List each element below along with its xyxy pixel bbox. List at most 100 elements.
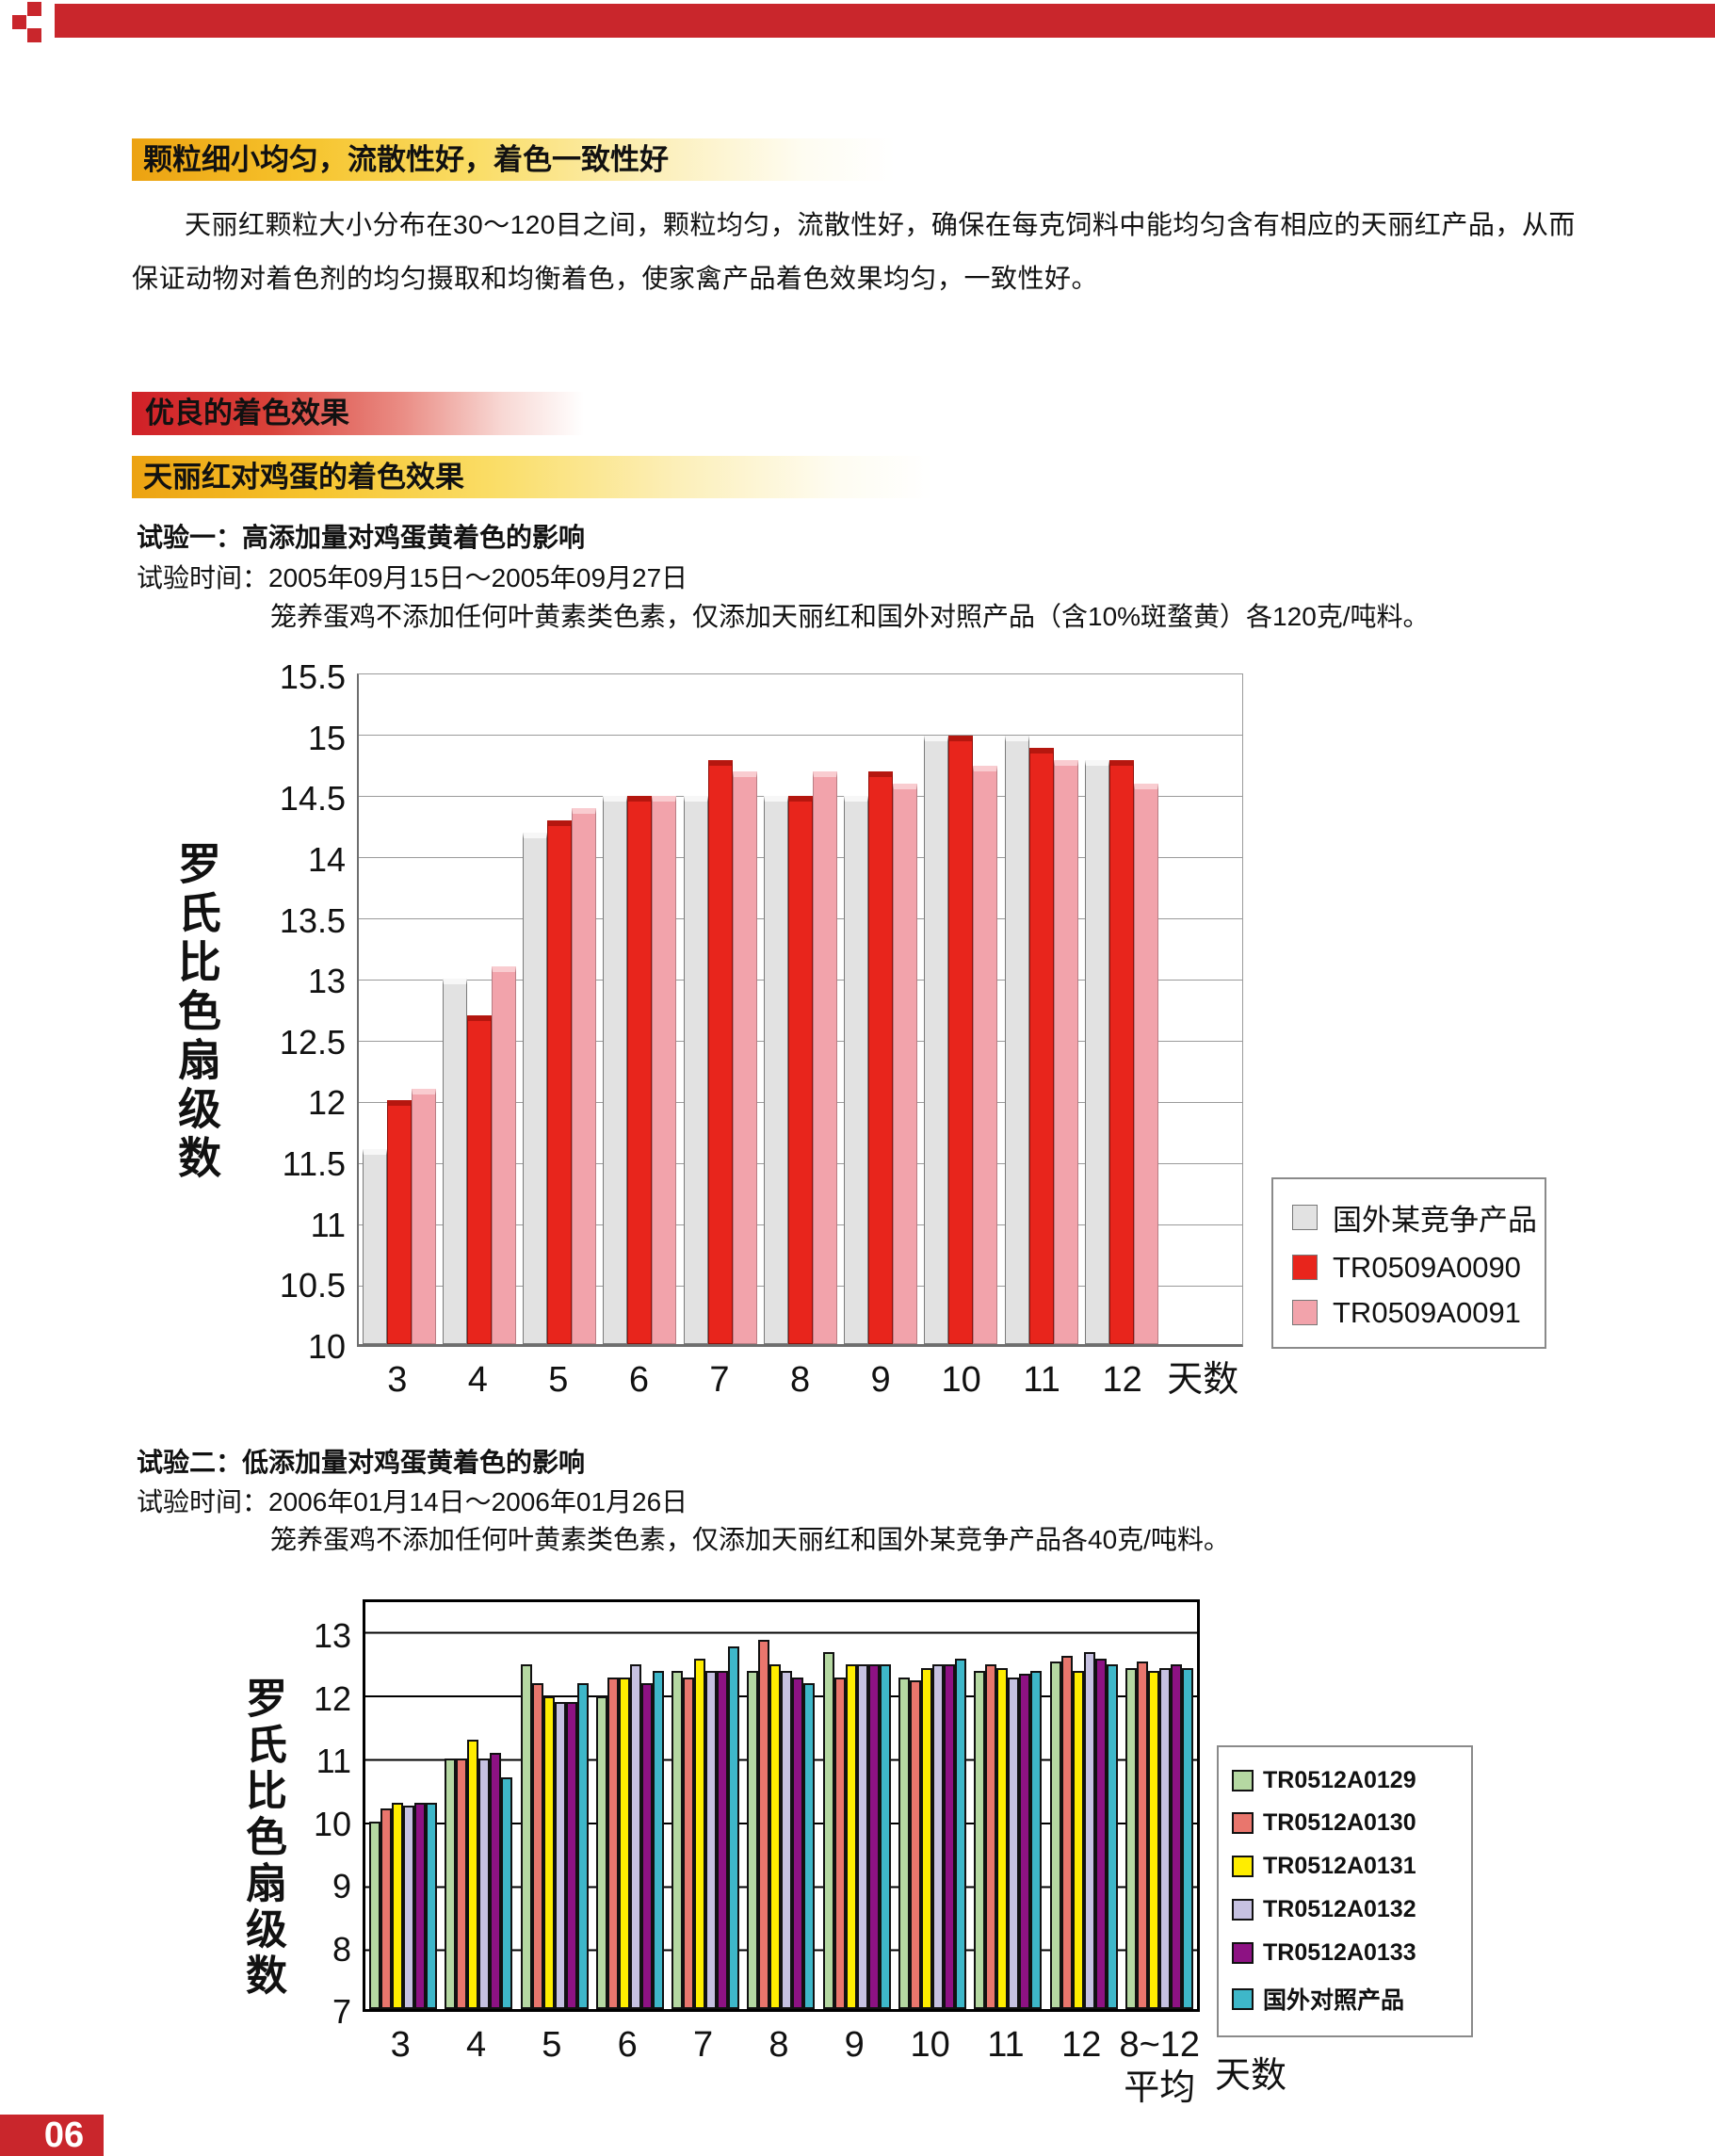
granule-body-text: 天丽红颗粒大小分布在30～120目之间，颗粒均匀，流散性好，确保在每克饲料中能均…: [132, 210, 1576, 293]
x-tick-label: 4: [465, 2025, 487, 2065]
bar-TR0512A0130: [833, 1677, 846, 2009]
y-tick-label: 11: [310, 1205, 346, 1244]
chart2-plot-area: [363, 1599, 1200, 2012]
x-tick-label: 12: [1061, 2025, 1102, 2065]
legend-label: TR0512A0129: [1263, 1766, 1416, 1793]
chart1-x-axis: 3 4 5 6 7 8 9 10 11 12 天数: [357, 1358, 1243, 1405]
bar-国外某竞争产品: [1004, 735, 1029, 1344]
x-tick-label: 7: [709, 1360, 730, 1400]
bar-TR0509A0090: [868, 771, 894, 1344]
bar-TR0512A0132: [1008, 1677, 1020, 2009]
bar-国外某竞争产品: [763, 796, 788, 1344]
x-tick-label: 11: [1023, 1360, 1060, 1400]
bar-TR0509A0091: [732, 771, 757, 1344]
bar-国外对照产品: [803, 1683, 816, 2009]
chart2-x-axis-title: 天数: [1215, 2056, 1287, 2096]
y-tick-label: 15.5: [279, 657, 346, 696]
legend-label: TR0512A0133: [1263, 1938, 1416, 1966]
bar-TR0509A0090: [547, 820, 573, 1344]
bar-group-day-5: [517, 1602, 592, 2009]
bar-TR0512A0129: [974, 1671, 986, 2009]
x-tick-label: 3: [390, 2025, 411, 2065]
bar-TR0509A0091: [1134, 784, 1159, 1344]
legend-item: TR0509A0090: [1292, 1251, 1545, 1285]
y-tick-label: 10.5: [279, 1266, 346, 1305]
experiment2-title: 试验二：低添加量对鸡蛋黄着色的影响: [137, 1448, 586, 1477]
bar-TR0512A0133: [490, 1752, 502, 2009]
bar-国外某竞争产品: [362, 1149, 387, 1344]
bar-group-day-8: [743, 1602, 818, 2009]
x-tick-label: 8~12 平均: [1119, 2025, 1201, 2108]
experiment1-title: 试验一：高添加量对鸡蛋黄着色的影响: [137, 523, 586, 552]
x-tick-label: 12: [1102, 1360, 1142, 1400]
bar-国外某竞争产品: [683, 796, 708, 1344]
bar-TR0512A0132: [856, 1664, 868, 2009]
bar-TR0512A0131: [542, 1695, 555, 2009]
x-axis-title: 天数: [1167, 1360, 1239, 1400]
bar-TR0509A0090: [948, 735, 974, 1344]
chart2-y-axis-title: 罗氏比色扇级数: [239, 1677, 285, 2000]
bar-TR0509A0091: [572, 808, 597, 1344]
bar-TR0512A0129: [1049, 1662, 1061, 2009]
legend-item: 国外某竞争产品: [1292, 1196, 1545, 1239]
legend-label: TR0509A0091: [1333, 1295, 1521, 1329]
bar-国外对照产品: [1181, 1667, 1193, 2009]
experiment1-time: 试验时间：2005年09月15日～2005年09月27日: [137, 563, 688, 592]
legend-item: TR0512A0131: [1232, 1853, 1471, 1880]
bar-group-day-5: [520, 674, 600, 1344]
section-heading-coloring-effect: 优良的着色效果: [132, 392, 584, 435]
bar-TR0512A0129: [595, 1695, 607, 2009]
legend-swatch: [1292, 1205, 1318, 1231]
bar-group-day-11: [1001, 674, 1081, 1344]
bar-TR0512A0130: [456, 1759, 468, 2009]
bar-TR0512A0130: [1060, 1655, 1073, 2009]
bar-TR0512A0132: [1158, 1667, 1171, 2009]
bar-TR0509A0091: [812, 771, 837, 1344]
bar-TR0509A0091: [1053, 759, 1078, 1344]
bar-TR0509A0090: [627, 796, 653, 1344]
bar-TR0512A0130: [985, 1664, 997, 2009]
bar-TR0512A0131: [769, 1664, 782, 2009]
x-tick-label: 7: [692, 2025, 714, 2065]
logo-checker-square: [27, 2, 41, 16]
bar-TR0509A0090: [386, 1100, 412, 1344]
bar-TR0512A0129: [822, 1652, 834, 2009]
legend-label: TR0512A0131: [1263, 1853, 1416, 1880]
y-tick-label: 13: [307, 962, 346, 1001]
bar-TR0509A0091: [491, 966, 516, 1344]
bar-TR0512A0130: [683, 1677, 695, 2009]
y-tick-label: 12.5: [279, 1022, 346, 1062]
bar-group-day-6: [592, 1602, 668, 2009]
legend-swatch: [1232, 1941, 1254, 1964]
bar-国外某竞争产品: [442, 979, 467, 1344]
bar-TR0512A0131: [618, 1677, 630, 2009]
bar-TR0509A0091: [893, 784, 918, 1344]
bar-group-day-6: [600, 674, 680, 1344]
bar-TR0509A0091: [411, 1088, 436, 1344]
bar-TR0512A0130: [1136, 1662, 1148, 2009]
bar-TR0512A0133: [792, 1677, 804, 2009]
bar-group-day-9: [841, 674, 921, 1344]
bar-TR0512A0132: [403, 1806, 415, 2009]
bar-国外对照产品: [576, 1683, 589, 2009]
legend-item: TR0512A0133: [1232, 1939, 1471, 1967]
bar-TR0512A0131: [845, 1664, 857, 2009]
bar-TR0512A0132: [705, 1671, 718, 2009]
y-tick-label: 10: [313, 1804, 351, 1843]
bar-group-day-11: [970, 1602, 1045, 2009]
bar-国外对照产品: [1106, 1664, 1118, 2009]
y-tick-label: 8: [332, 1929, 351, 1969]
legend-swatch: [1232, 1856, 1254, 1878]
bar-group-day-4: [439, 674, 519, 1344]
x-tick-label: 8: [769, 2025, 789, 2065]
bar-TR0509A0090: [707, 759, 733, 1344]
bar-TR0512A0131: [694, 1658, 706, 2009]
chart2-y-axis: 7 8 9 10 11 12 13: [219, 1599, 351, 2031]
bar-group-day-12: [1045, 1602, 1121, 2009]
bar-TR0512A0130: [531, 1683, 543, 2009]
x-tick-label: 5: [548, 1360, 569, 1400]
experiment1-description: 笼养蛋鸡不添加任何叶黄素类色素，仅添加天丽红和国外对照产品（含10%斑蝥黄）各1…: [270, 602, 1430, 631]
bar-国外对照产品: [426, 1802, 438, 2009]
x-tick-label: 5: [542, 2025, 562, 2065]
bar-TR0512A0131: [996, 1667, 1009, 2009]
